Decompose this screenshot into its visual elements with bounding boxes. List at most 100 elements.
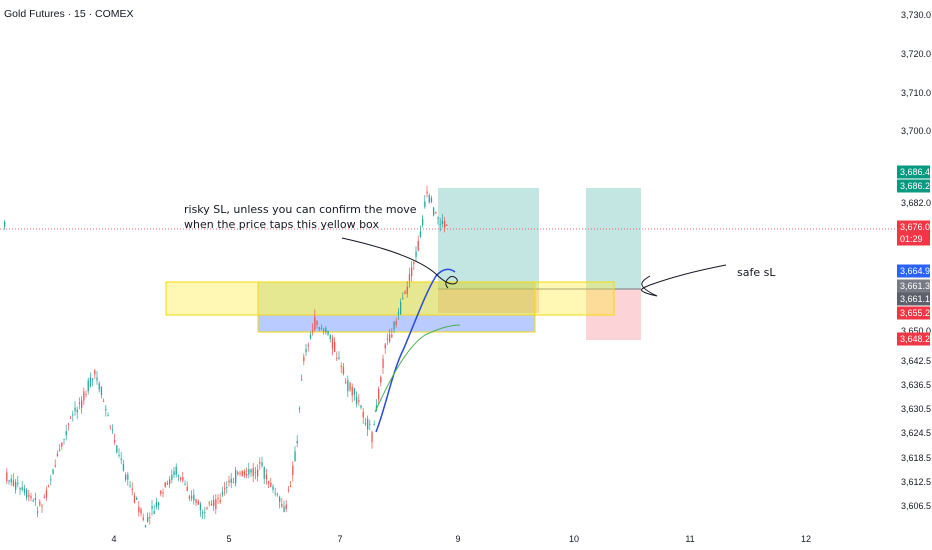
candle-body — [116, 445, 118, 453]
candle-body — [202, 512, 204, 514]
candle-body — [397, 312, 400, 315]
candle-body — [43, 496, 45, 498]
candle-body — [118, 455, 120, 457]
candle-body — [74, 407, 76, 412]
candle-body — [142, 517, 144, 520]
price-tag-label: 3,655.2 — [900, 308, 930, 318]
candle-body — [188, 496, 191, 499]
candle-body — [246, 474, 248, 476]
candle-body — [325, 327, 327, 333]
candle-body — [103, 400, 105, 402]
price-tag-label: 3,661.1 — [900, 294, 930, 304]
candle-body — [261, 462, 263, 466]
candle-body — [331, 338, 334, 349]
note-risky-sl: risky SL, unless you can confirm the mov… — [184, 203, 417, 216]
candle-body — [28, 494, 30, 497]
candle-body — [281, 504, 283, 507]
candle-body — [210, 503, 213, 506]
y-tick-label: 3,618.5 — [901, 453, 931, 463]
candle-body — [19, 487, 21, 490]
candle-body — [129, 485, 131, 487]
price-tag-box — [897, 165, 930, 179]
candle-body — [285, 504, 287, 510]
candle-body — [195, 499, 197, 503]
candle-body — [309, 334, 312, 339]
candle-body — [61, 442, 63, 447]
candle-body — [259, 461, 261, 464]
candle-body — [177, 475, 180, 477]
candle-body — [224, 488, 226, 490]
target-zone-1 — [438, 188, 539, 289]
candle-body — [386, 338, 389, 340]
candle-body — [208, 502, 210, 504]
candle-body — [89, 377, 92, 387]
candle-body — [384, 344, 386, 349]
candle-body — [140, 508, 142, 514]
candle-body — [153, 511, 155, 514]
candle-body — [65, 431, 67, 436]
candle-body — [329, 335, 331, 340]
candle-body — [345, 381, 347, 383]
target-zone-2 — [586, 188, 641, 289]
x-tick-label: 11 — [685, 534, 694, 544]
y-tick-label: 3,642.5 — [901, 356, 931, 366]
candle-body — [305, 348, 307, 353]
candle-body — [136, 498, 138, 500]
candle-body — [408, 274, 411, 281]
candle-body — [56, 453, 59, 457]
candle-body — [303, 356, 305, 362]
candle-body — [428, 195, 430, 203]
candle-body — [30, 496, 32, 499]
candle-body — [274, 493, 276, 495]
candle-body — [4, 221, 6, 227]
price-tag-label: 01:29 — [900, 234, 923, 244]
candle-body — [254, 472, 257, 474]
candle-body — [441, 220, 444, 225]
candle-body — [252, 468, 254, 476]
candle-body — [107, 415, 109, 417]
candle-body — [151, 505, 153, 509]
candle-body — [85, 394, 87, 396]
y-tick-label: 3,624.5 — [901, 428, 931, 438]
y-tick-label: 3,720.0 — [901, 49, 931, 59]
price-tag-box — [897, 264, 930, 278]
price-tag-label: 3,686.2 — [900, 181, 930, 191]
candle-body — [294, 451, 296, 462]
candle-body — [400, 301, 402, 315]
candle-body — [389, 334, 391, 342]
candle-body — [250, 469, 252, 473]
fast-ma-line — [375, 268, 456, 433]
x-tick-label: 5 — [226, 534, 231, 544]
candle-body — [213, 500, 215, 507]
price-tag-box — [897, 332, 930, 346]
candle-body — [81, 400, 83, 408]
price-tag-box — [897, 179, 930, 193]
candle-body — [276, 493, 279, 495]
candle-body — [111, 429, 114, 431]
price-tag-label: 3,686.4 — [900, 167, 930, 177]
candle-body — [87, 380, 89, 392]
candle-body — [411, 267, 413, 277]
candle-body — [413, 262, 415, 264]
candle-body — [340, 365, 342, 368]
candle-body — [10, 478, 12, 483]
candle-body — [169, 479, 171, 485]
candle-body — [15, 481, 17, 490]
candle-body — [362, 411, 364, 418]
candle-body — [138, 506, 140, 513]
price-tag-label: 3,664.9 — [900, 266, 930, 276]
candle-body — [197, 500, 199, 505]
y-tick-label: 3,636.5 — [901, 380, 931, 390]
candle-body — [358, 400, 360, 402]
candle-body — [6, 472, 8, 482]
candle-body — [446, 224, 448, 226]
candle-body — [184, 484, 186, 486]
candle-body — [76, 409, 78, 413]
candle-body — [54, 465, 56, 467]
candle-body — [419, 231, 422, 237]
candle-body — [360, 405, 362, 408]
candle-body — [217, 497, 219, 499]
y-tick-label: 3,630.5 — [901, 404, 931, 414]
price-tag-label: 3,676.0 — [900, 222, 930, 232]
